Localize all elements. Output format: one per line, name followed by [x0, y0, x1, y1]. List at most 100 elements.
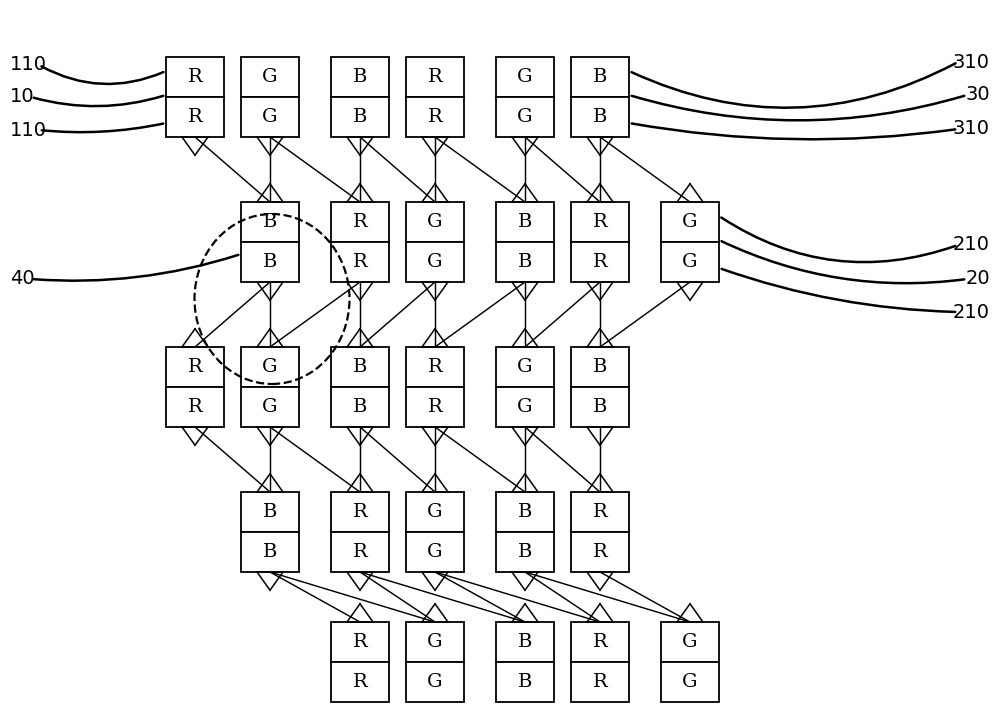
Text: 110: 110 — [10, 120, 47, 140]
Bar — [241, 97, 299, 137]
Text: R: R — [593, 543, 607, 561]
Bar — [571, 97, 629, 137]
Bar — [331, 57, 389, 97]
Text: B: B — [263, 213, 277, 231]
Text: R: R — [353, 503, 367, 521]
Text: G: G — [427, 253, 443, 271]
Text: B: B — [353, 108, 367, 126]
Bar — [166, 57, 224, 97]
Text: B: B — [353, 398, 367, 416]
Text: B: B — [518, 213, 532, 231]
Text: B: B — [263, 503, 277, 521]
Text: G: G — [262, 398, 278, 416]
Text: 210: 210 — [953, 303, 990, 321]
Text: 40: 40 — [10, 270, 35, 288]
Text: B: B — [593, 358, 607, 376]
Text: G: G — [262, 358, 278, 376]
Text: G: G — [262, 68, 278, 86]
Text: R: R — [428, 398, 442, 416]
Text: B: B — [518, 253, 532, 271]
Bar — [241, 387, 299, 427]
Bar — [571, 622, 629, 662]
Text: R: R — [593, 673, 607, 691]
Text: G: G — [682, 673, 698, 691]
Bar — [331, 202, 389, 242]
Text: B: B — [353, 68, 367, 86]
Text: B: B — [593, 398, 607, 416]
Bar — [406, 97, 464, 137]
Text: R: R — [593, 503, 607, 521]
Text: R: R — [353, 253, 367, 271]
Bar — [496, 57, 554, 97]
Bar — [406, 662, 464, 702]
Bar — [406, 532, 464, 572]
Bar — [331, 347, 389, 387]
Text: G: G — [427, 543, 443, 561]
Text: R: R — [593, 213, 607, 231]
Text: G: G — [682, 633, 698, 651]
Text: 210: 210 — [953, 235, 990, 255]
Text: 310: 310 — [953, 120, 990, 138]
Bar — [571, 662, 629, 702]
Bar — [661, 662, 719, 702]
Bar — [496, 97, 554, 137]
Text: R: R — [428, 108, 442, 126]
Text: 10: 10 — [10, 87, 35, 107]
Text: B: B — [518, 503, 532, 521]
Text: G: G — [427, 503, 443, 521]
Text: R: R — [428, 68, 442, 86]
Bar — [406, 202, 464, 242]
Text: R: R — [593, 633, 607, 651]
Bar — [331, 662, 389, 702]
Text: G: G — [262, 108, 278, 126]
Text: B: B — [593, 68, 607, 86]
Bar — [571, 202, 629, 242]
Text: R: R — [353, 673, 367, 691]
Bar — [496, 202, 554, 242]
Bar — [496, 622, 554, 662]
Bar — [241, 242, 299, 282]
Text: B: B — [263, 253, 277, 271]
Text: B: B — [353, 358, 367, 376]
Bar — [661, 622, 719, 662]
Text: B: B — [518, 633, 532, 651]
Bar — [331, 387, 389, 427]
Text: R: R — [353, 213, 367, 231]
Bar — [661, 242, 719, 282]
Text: G: G — [682, 213, 698, 231]
Text: 310: 310 — [953, 52, 990, 72]
Text: B: B — [518, 673, 532, 691]
Bar — [241, 492, 299, 532]
Text: R: R — [188, 108, 202, 126]
Bar — [331, 242, 389, 282]
Bar — [571, 387, 629, 427]
Text: G: G — [517, 398, 533, 416]
Bar — [241, 532, 299, 572]
Text: B: B — [593, 108, 607, 126]
Bar — [496, 347, 554, 387]
Text: G: G — [427, 673, 443, 691]
Bar — [331, 622, 389, 662]
Text: G: G — [427, 633, 443, 651]
Bar — [406, 57, 464, 97]
Text: R: R — [353, 633, 367, 651]
Bar — [406, 347, 464, 387]
Bar — [241, 347, 299, 387]
Bar — [406, 387, 464, 427]
Bar — [571, 242, 629, 282]
Bar — [496, 492, 554, 532]
Bar — [571, 492, 629, 532]
Text: 30: 30 — [965, 85, 990, 105]
Bar — [496, 532, 554, 572]
Text: R: R — [428, 358, 442, 376]
Bar — [166, 387, 224, 427]
Bar — [571, 57, 629, 97]
Text: 20: 20 — [965, 270, 990, 288]
Text: R: R — [188, 358, 202, 376]
Bar — [406, 242, 464, 282]
Bar — [331, 492, 389, 532]
Bar — [406, 492, 464, 532]
Text: B: B — [263, 543, 277, 561]
Text: G: G — [517, 108, 533, 126]
Text: G: G — [427, 213, 443, 231]
